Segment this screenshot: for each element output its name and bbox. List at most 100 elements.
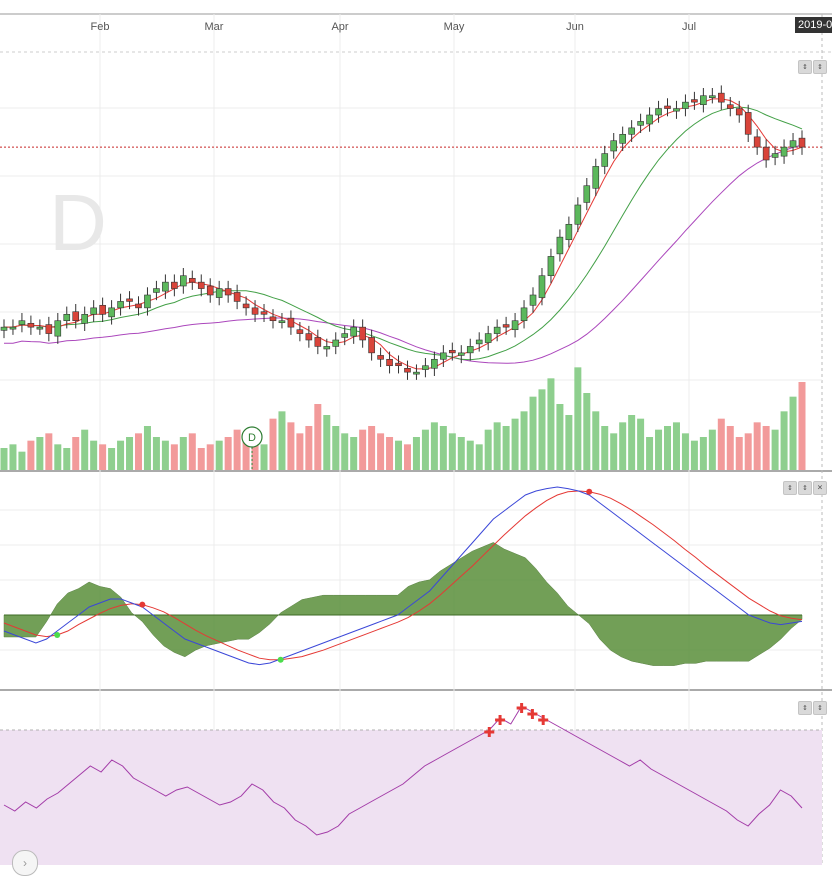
candle-body bbox=[529, 294, 537, 306]
volume-bar bbox=[54, 444, 62, 470]
volume-bar bbox=[90, 440, 98, 470]
price-pane: D bbox=[0, 85, 822, 380]
volume-bar bbox=[556, 404, 564, 470]
pane-resize-button[interactable]: ↕ bbox=[798, 701, 812, 715]
candle-body bbox=[637, 121, 644, 126]
candle-body bbox=[251, 307, 259, 315]
volume-bar bbox=[260, 444, 268, 470]
volume-bar bbox=[99, 444, 107, 470]
candle-body bbox=[664, 105, 671, 109]
pane-close-button[interactable]: × bbox=[813, 481, 827, 495]
volume-bar bbox=[448, 433, 456, 470]
volume-bar bbox=[287, 422, 295, 470]
candle-body bbox=[565, 223, 573, 241]
pane-resize-button[interactable]: ↕ bbox=[798, 60, 812, 74]
candle-body bbox=[18, 320, 26, 325]
candle-body bbox=[359, 326, 366, 341]
volume-bar bbox=[251, 440, 259, 470]
volume-bar bbox=[475, 444, 483, 470]
macd-signal-line bbox=[3, 490, 803, 661]
volume-bar bbox=[565, 415, 573, 470]
candle-body bbox=[332, 339, 340, 347]
macd-cross-dot bbox=[586, 488, 593, 495]
volume-bar bbox=[493, 422, 501, 470]
candle-body bbox=[260, 311, 268, 315]
candle-body bbox=[619, 133, 626, 144]
candle-body bbox=[90, 307, 97, 315]
candle-body bbox=[404, 367, 411, 373]
candle-body bbox=[180, 275, 187, 287]
volume-bar bbox=[466, 440, 474, 470]
volume-bar bbox=[332, 426, 340, 470]
candle-body bbox=[377, 355, 384, 360]
pane-resize-button[interactable]: ↕ bbox=[813, 701, 827, 715]
volume-bar bbox=[152, 437, 160, 470]
volume-bar bbox=[242, 433, 250, 470]
volume-bar bbox=[224, 437, 232, 470]
macd-histogram bbox=[3, 542, 803, 666]
volume-bar bbox=[72, 437, 80, 470]
candle-body bbox=[287, 317, 295, 328]
volume-bar bbox=[18, 451, 26, 470]
candle-body bbox=[646, 114, 653, 125]
volume-bar bbox=[717, 418, 725, 470]
macd-cross-dot bbox=[54, 632, 61, 638]
volume-bar bbox=[143, 426, 151, 470]
volume-bar bbox=[628, 415, 636, 470]
volume-bar bbox=[215, 440, 223, 470]
candle-body bbox=[601, 153, 609, 167]
volume-bar bbox=[395, 440, 403, 470]
candle-body bbox=[475, 339, 483, 345]
rsi-line bbox=[3, 705, 803, 836]
candle-body bbox=[520, 307, 528, 322]
volume-bar bbox=[699, 437, 707, 470]
pane-resize-button[interactable]: ↕ bbox=[783, 481, 797, 495]
volume-bar bbox=[789, 396, 797, 470]
macd-line bbox=[3, 486, 803, 666]
candle-body bbox=[126, 298, 133, 302]
volume-bar bbox=[798, 382, 806, 470]
scroll-left-button[interactable]: › bbox=[12, 850, 38, 876]
rsi-overbought-marker bbox=[527, 709, 538, 719]
candle-body bbox=[108, 307, 115, 318]
candle-body bbox=[753, 136, 761, 148]
pane-resize-button[interactable]: ↕ bbox=[798, 481, 812, 495]
pane-resize-button[interactable]: ↕ bbox=[813, 60, 827, 74]
volume-bar bbox=[637, 418, 645, 470]
x-tick-label: Jul bbox=[682, 21, 696, 33]
candle-body bbox=[0, 326, 8, 331]
volume-bar bbox=[538, 389, 546, 470]
candle-body bbox=[709, 95, 716, 99]
candle-body bbox=[493, 326, 501, 334]
candle-body bbox=[735, 108, 743, 116]
volume-bar bbox=[502, 426, 510, 470]
volume-bar bbox=[296, 433, 304, 470]
candle-body bbox=[36, 326, 44, 330]
candle-body bbox=[54, 320, 62, 337]
candle-body bbox=[153, 288, 160, 293]
volume-bar bbox=[592, 411, 600, 470]
candle-body bbox=[162, 281, 169, 292]
candle-body bbox=[726, 104, 734, 109]
candle-body bbox=[72, 311, 80, 322]
volume-bar bbox=[126, 437, 134, 470]
rsi-overbought-marker bbox=[538, 715, 549, 725]
volume-bar bbox=[278, 411, 286, 470]
volume-bar bbox=[655, 429, 663, 470]
candle-body bbox=[395, 362, 402, 367]
volume-bar bbox=[161, 440, 169, 470]
macd-cross-dot bbox=[277, 656, 284, 663]
volume-bar bbox=[197, 448, 205, 470]
volume-bar bbox=[350, 437, 358, 470]
volume-bar bbox=[664, 426, 672, 470]
rsi-overbought-marker bbox=[495, 715, 506, 725]
candle-body bbox=[789, 140, 797, 148]
x-tick-label: Jun bbox=[566, 21, 584, 33]
volume-bar bbox=[323, 415, 331, 470]
volume-bar bbox=[108, 448, 116, 470]
candle-body bbox=[296, 329, 304, 334]
candle-body bbox=[45, 324, 53, 334]
candle-body bbox=[771, 153, 779, 158]
volume-bar bbox=[36, 437, 44, 470]
